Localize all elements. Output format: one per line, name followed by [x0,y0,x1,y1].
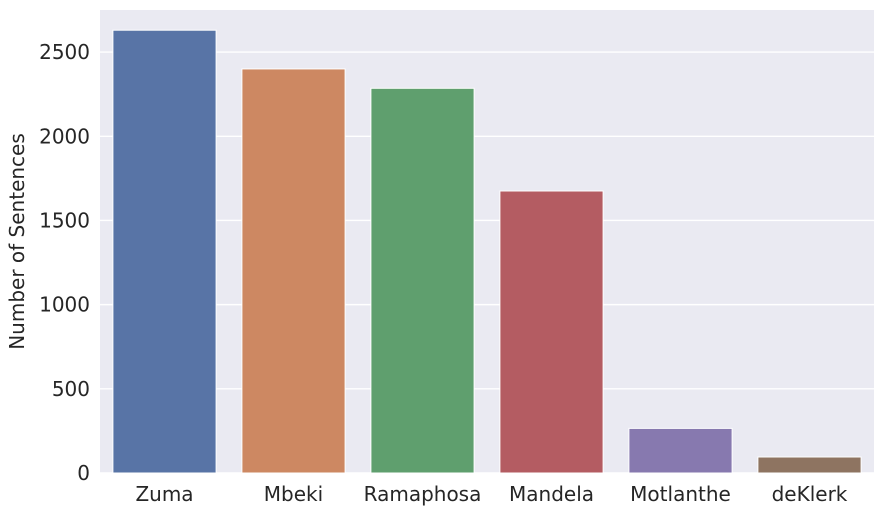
y-axis-ticks: 0 500 1000 1500 2000 2500 [39,40,90,485]
x-tick-label: deKlerk [772,482,848,506]
y-tick-label: 2500 [39,40,90,64]
gridlines [100,51,874,474]
x-tick-label: Mandela [509,482,594,506]
y-tick-label: 1000 [39,293,90,317]
x-tick-label: Zuma [135,482,193,506]
x-tick-label: Motlanthe [630,482,731,506]
y-tick-label: 0 [77,461,90,485]
y-tick-label: 500 [52,377,90,401]
x-tick-label: Mbeki [264,482,323,506]
bar-mandela [499,190,604,474]
bar-mbeki [241,68,346,474]
plot-background [100,10,874,473]
bar-ramaphosa [370,87,475,474]
bar-deklerk [757,456,862,474]
y-axis-title: Number of Sentences [5,133,29,350]
bar-motlanthe [628,427,733,474]
bars [112,29,862,474]
x-tick-label: Ramaphosa [364,482,482,506]
bar-zuma [112,29,217,474]
y-tick-label: 2000 [39,124,90,148]
x-axis-ticks: Zuma Mbeki Ramaphosa Mandela Motlanthe deKler… [135,482,847,506]
y-tick-label: 1500 [39,208,90,232]
